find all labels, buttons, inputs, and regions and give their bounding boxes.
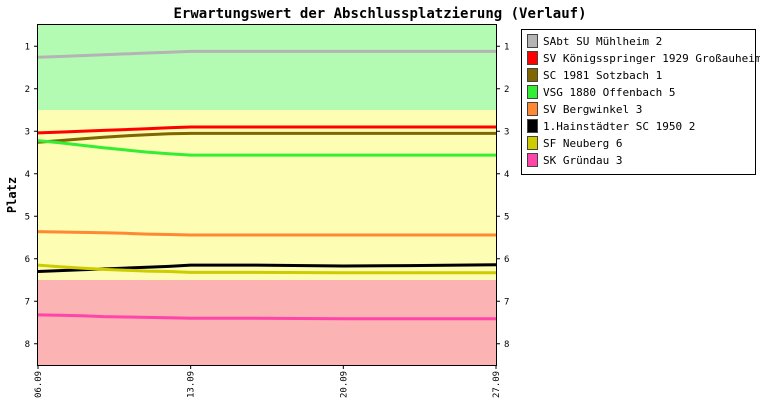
y-tick-label-right-3: 3: [504, 127, 509, 137]
y-axis-right: 1 2 3 4 5 6 7 8: [496, 42, 509, 350]
y-tick-label-left-1: 1: [25, 42, 30, 52]
legend-label-6: 1.Hainstädter SC 1950 2: [543, 120, 695, 133]
background-bands: [38, 25, 496, 365]
band-2: [38, 110, 496, 280]
legend-swatch-6: [528, 120, 538, 133]
legend-swatch-8: [528, 154, 538, 167]
y-tick-label-left-6: 6: [25, 255, 30, 265]
legend-label-8: SK Gründau 3: [543, 154, 622, 167]
y-tick-label-left-2: 2: [25, 85, 30, 95]
chart-title: Erwartungswert der Abschlussplatzierung …: [173, 6, 586, 22]
x-tick-label-3: 20.09: [339, 371, 349, 398]
y-tick-label-right-8: 8: [504, 340, 509, 350]
legend-label-4: VSG 1880 Offenbach 5: [543, 86, 675, 99]
legend-label-2: SV Königsspringer 1929 Großauheim 3: [543, 52, 760, 65]
legend-swatch-2: [528, 52, 538, 65]
y-tick-label-left-5: 5: [25, 212, 30, 222]
y-tick-label-left-8: 8: [25, 340, 30, 350]
y-tick-label-right-2: 2: [504, 85, 509, 95]
legend-swatch-4: [528, 86, 538, 99]
legend-swatch-5: [528, 103, 538, 116]
legend-swatch-1: [528, 35, 538, 48]
legend-label-1: SAbt SU Mühlheim 2: [543, 35, 662, 48]
y-tick-label-right-6: 6: [504, 255, 509, 265]
legend: SAbt SU Mühlheim 2 SV Königsspringer 1929…: [522, 30, 760, 175]
x-tick-label-2: 13.09: [187, 371, 197, 398]
x-tick-label-4: 27.09: [492, 371, 502, 398]
y-axis-left: 1 2 3 4 5 6 7 8: [25, 42, 38, 350]
y-tick-label-left-7: 7: [25, 297, 30, 307]
x-tick-label-1: 06.09: [34, 371, 44, 398]
band-1: [38, 25, 496, 110]
y-axis-title: Platz: [5, 177, 19, 213]
y-tick-label-left-3: 3: [25, 127, 30, 137]
legend-swatch-3: [528, 69, 538, 82]
legend-label-5: SV Bergwinkel 3: [543, 103, 642, 116]
y-tick-label-right-7: 7: [504, 297, 509, 307]
y-tick-label-right-1: 1: [504, 42, 509, 52]
x-axis: 06.09 13.09 20.09 27.09: [34, 365, 502, 398]
y-tick-label-right-5: 5: [504, 212, 509, 222]
legend-label-3: SC 1981 Sotzbach 1: [543, 69, 662, 82]
legend-swatch-7: [528, 137, 538, 150]
legend-label-7: SF Neuberg 6: [543, 137, 622, 150]
band-3: [38, 280, 496, 365]
y-tick-label-right-4: 4: [504, 170, 509, 180]
y-tick-label-left-4: 4: [25, 170, 30, 180]
